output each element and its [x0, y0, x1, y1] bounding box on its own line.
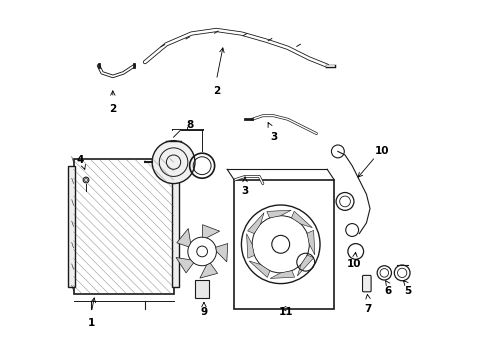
Text: 1: 1 [88, 318, 95, 328]
Polygon shape [307, 230, 315, 255]
Polygon shape [246, 234, 254, 258]
FancyBboxPatch shape [195, 280, 209, 298]
Polygon shape [249, 261, 270, 278]
Polygon shape [247, 213, 264, 234]
Text: 6: 6 [384, 286, 392, 296]
Polygon shape [176, 257, 194, 273]
Polygon shape [200, 263, 218, 278]
Text: 11: 11 [279, 307, 294, 317]
Polygon shape [177, 229, 191, 247]
Polygon shape [202, 225, 220, 238]
Polygon shape [270, 271, 294, 278]
Circle shape [152, 141, 195, 184]
Text: 2: 2 [213, 86, 220, 96]
Polygon shape [267, 210, 291, 218]
FancyBboxPatch shape [68, 166, 74, 287]
Text: 10: 10 [347, 259, 361, 269]
Text: 3: 3 [242, 186, 248, 196]
Text: 2: 2 [109, 104, 117, 113]
FancyBboxPatch shape [172, 166, 179, 287]
Text: 7: 7 [365, 303, 372, 314]
Text: 4: 4 [76, 156, 84, 165]
Polygon shape [297, 255, 314, 276]
Text: 10: 10 [375, 147, 390, 157]
Polygon shape [216, 243, 228, 262]
Circle shape [272, 235, 290, 253]
Text: 8: 8 [186, 120, 193, 130]
Circle shape [197, 246, 207, 257]
Text: 5: 5 [404, 286, 411, 296]
FancyBboxPatch shape [363, 275, 371, 292]
Polygon shape [292, 211, 312, 228]
Text: 9: 9 [200, 307, 207, 317]
Text: 3: 3 [270, 132, 277, 142]
FancyBboxPatch shape [74, 158, 173, 294]
